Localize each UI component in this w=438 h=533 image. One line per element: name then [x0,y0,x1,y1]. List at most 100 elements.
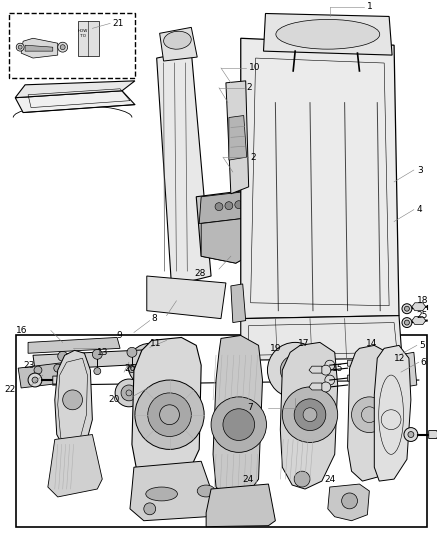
Text: 25: 25 [417,311,428,320]
Circle shape [63,390,82,410]
Polygon shape [328,484,369,521]
Text: 2: 2 [251,152,256,161]
Circle shape [268,342,323,398]
Polygon shape [226,81,249,194]
Circle shape [18,45,22,49]
Circle shape [32,377,38,383]
Text: 17: 17 [298,339,310,348]
Circle shape [58,351,67,361]
Polygon shape [412,303,426,311]
Circle shape [280,356,310,385]
Circle shape [58,42,67,52]
Text: 24: 24 [325,474,336,483]
Polygon shape [213,335,262,499]
Circle shape [59,369,66,377]
Polygon shape [264,13,392,55]
Polygon shape [21,38,58,58]
Text: 22: 22 [4,385,15,394]
Polygon shape [199,190,261,223]
Polygon shape [241,316,402,360]
Circle shape [28,373,42,387]
Polygon shape [309,366,322,373]
Circle shape [283,387,338,442]
Text: 24: 24 [243,474,254,483]
Circle shape [34,366,42,374]
Circle shape [325,375,335,385]
Text: 12: 12 [394,354,406,363]
Circle shape [402,318,412,328]
Text: 16: 16 [16,326,27,335]
Polygon shape [348,375,360,381]
Polygon shape [130,461,216,521]
Polygon shape [53,376,65,384]
Polygon shape [25,45,53,51]
Polygon shape [159,27,197,61]
Circle shape [128,343,172,387]
Circle shape [294,471,310,487]
Polygon shape [206,484,276,527]
Text: 1: 1 [367,2,373,11]
Circle shape [245,200,253,208]
Polygon shape [229,116,247,160]
Polygon shape [429,431,438,439]
Polygon shape [241,38,399,319]
Polygon shape [147,276,226,319]
Circle shape [121,385,137,401]
Circle shape [404,306,410,311]
Circle shape [92,349,102,359]
Circle shape [94,368,101,375]
Text: 3: 3 [417,166,423,174]
Text: 13: 13 [97,348,109,357]
Polygon shape [280,342,338,489]
Polygon shape [78,21,99,56]
Text: 9: 9 [117,331,122,340]
Polygon shape [15,81,135,98]
Text: 14: 14 [366,339,378,348]
Text: 10: 10 [249,63,260,72]
Text: 8: 8 [151,314,157,323]
Circle shape [342,493,357,509]
Text: 19: 19 [270,344,282,353]
Circle shape [16,43,24,51]
Text: 6: 6 [421,358,427,367]
Circle shape [126,390,132,396]
Circle shape [223,409,254,440]
Circle shape [135,380,204,449]
Text: 2: 2 [247,83,252,92]
Polygon shape [348,360,360,366]
Circle shape [404,427,418,441]
Polygon shape [157,51,211,286]
Text: 26: 26 [124,364,135,373]
Polygon shape [196,190,265,263]
Bar [9,13,135,78]
Circle shape [215,203,223,211]
Circle shape [303,408,317,422]
Polygon shape [397,352,417,388]
Polygon shape [309,383,322,390]
Circle shape [127,348,137,357]
Circle shape [404,320,410,325]
Circle shape [235,201,243,208]
Circle shape [352,397,387,433]
Circle shape [128,366,135,373]
Polygon shape [15,91,135,112]
Circle shape [145,360,155,370]
Text: HOW
 TO: HOW TO [77,29,88,38]
Circle shape [321,382,331,392]
Text: 28: 28 [195,269,206,278]
Circle shape [60,45,65,50]
Polygon shape [231,284,246,322]
Text: 15: 15 [332,364,343,373]
Text: 23: 23 [23,361,35,370]
Polygon shape [28,337,120,353]
Text: 4: 4 [417,205,423,214]
Circle shape [321,365,331,375]
Circle shape [144,503,155,515]
Polygon shape [201,216,265,263]
Text: 7: 7 [247,403,253,413]
Polygon shape [348,345,392,481]
Circle shape [54,364,62,372]
Bar [16,335,427,527]
Circle shape [159,405,180,425]
Ellipse shape [276,19,380,49]
